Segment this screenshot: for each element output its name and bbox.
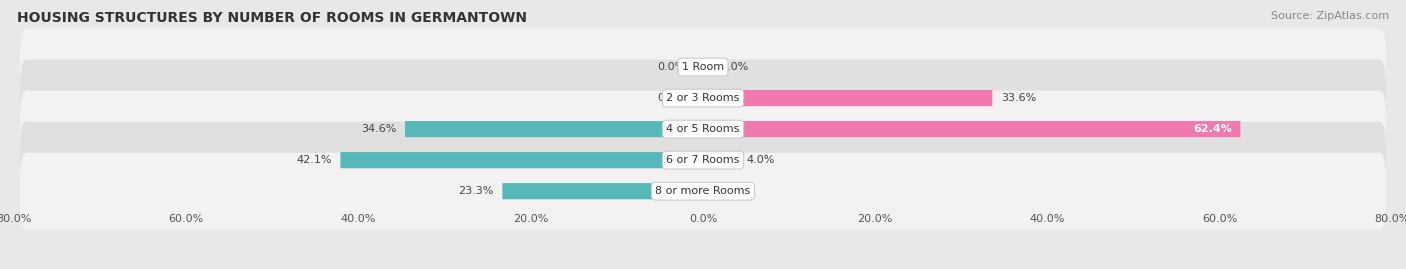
FancyBboxPatch shape	[703, 90, 993, 106]
Text: 33.6%: 33.6%	[1001, 93, 1036, 103]
Text: 0.0%: 0.0%	[658, 93, 686, 103]
Text: 0.0%: 0.0%	[658, 62, 686, 72]
Text: 42.1%: 42.1%	[297, 155, 332, 165]
Text: 34.6%: 34.6%	[361, 124, 396, 134]
FancyBboxPatch shape	[20, 60, 1386, 137]
FancyBboxPatch shape	[703, 121, 1240, 137]
Text: 23.3%: 23.3%	[458, 186, 494, 196]
Text: 4.0%: 4.0%	[747, 155, 775, 165]
FancyBboxPatch shape	[405, 121, 703, 137]
Text: HOUSING STRUCTURES BY NUMBER OF ROOMS IN GERMANTOWN: HOUSING STRUCTURES BY NUMBER OF ROOMS IN…	[17, 11, 527, 25]
FancyBboxPatch shape	[340, 152, 703, 168]
FancyBboxPatch shape	[20, 122, 1386, 199]
FancyBboxPatch shape	[20, 153, 1386, 230]
Text: 4 or 5 Rooms: 4 or 5 Rooms	[666, 124, 740, 134]
Text: 0.0%: 0.0%	[720, 186, 748, 196]
FancyBboxPatch shape	[20, 91, 1386, 168]
Text: 2 or 3 Rooms: 2 or 3 Rooms	[666, 93, 740, 103]
FancyBboxPatch shape	[703, 152, 738, 168]
Text: 6 or 7 Rooms: 6 or 7 Rooms	[666, 155, 740, 165]
Text: 0.0%: 0.0%	[720, 62, 748, 72]
Text: 8 or more Rooms: 8 or more Rooms	[655, 186, 751, 196]
Text: Source: ZipAtlas.com: Source: ZipAtlas.com	[1271, 11, 1389, 21]
FancyBboxPatch shape	[20, 29, 1386, 105]
Text: 62.4%: 62.4%	[1192, 124, 1232, 134]
FancyBboxPatch shape	[502, 183, 703, 199]
Text: 1 Room: 1 Room	[682, 62, 724, 72]
